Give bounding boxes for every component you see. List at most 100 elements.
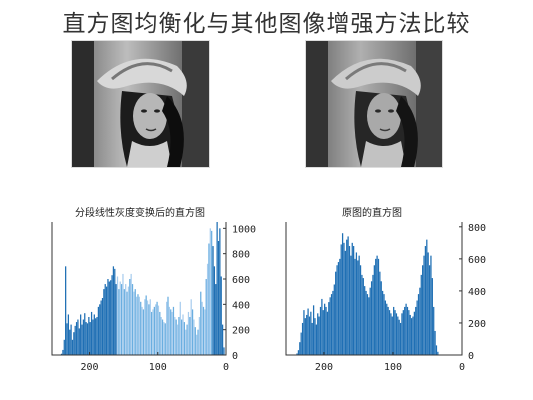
histogram-bar bbox=[324, 303, 326, 355]
histogram-bar bbox=[191, 309, 194, 355]
histogram-bar bbox=[75, 322, 78, 355]
histogram-bar bbox=[368, 297, 370, 355]
histogram-bar bbox=[96, 317, 98, 355]
histogram-bar bbox=[332, 290, 334, 355]
histogram-bar bbox=[167, 296, 169, 355]
histogram-bar bbox=[308, 316, 311, 355]
histogram-bar bbox=[428, 265, 431, 355]
histogram-bar bbox=[90, 311, 93, 355]
histogram-bar bbox=[344, 250, 346, 355]
histogram-bar bbox=[185, 329, 187, 355]
histogram-bar bbox=[355, 252, 358, 355]
histogram-bar bbox=[215, 284, 217, 355]
portrait-image bbox=[306, 41, 442, 167]
page-title: 直方图均衡化与其他图像增强方法比较 bbox=[62, 11, 471, 37]
histogram-bar bbox=[304, 318, 306, 355]
x-tick-label: 0 bbox=[459, 362, 465, 373]
histogram-bar bbox=[328, 302, 330, 355]
histogram-bar bbox=[183, 322, 186, 355]
histogram-bar bbox=[202, 306, 205, 355]
histogram-bar bbox=[376, 255, 378, 355]
histogram-bar bbox=[166, 301, 168, 355]
histogram-bar bbox=[110, 280, 112, 355]
histogram-bar bbox=[178, 317, 180, 355]
histogram-bar bbox=[198, 317, 201, 355]
histogram-bar bbox=[321, 298, 323, 355]
histogram-bar bbox=[387, 306, 389, 355]
histogram-bar bbox=[212, 246, 214, 355]
histogram-bar bbox=[89, 322, 91, 355]
histogram-bar bbox=[314, 318, 316, 355]
histogram-bar bbox=[205, 279, 207, 355]
histogram-bar bbox=[351, 242, 353, 355]
histogram-bar bbox=[194, 327, 196, 355]
y-tick-label: 0 bbox=[468, 351, 474, 362]
histogram-bar bbox=[219, 228, 221, 355]
histogram-bar bbox=[296, 353, 298, 355]
histogram-bar bbox=[151, 311, 153, 355]
histogram-bar bbox=[114, 268, 116, 355]
histogram-bar bbox=[129, 279, 131, 355]
histogram-bar bbox=[386, 303, 388, 355]
histogram-bar bbox=[70, 324, 72, 355]
histogram-bar bbox=[168, 306, 170, 355]
histogram-bar bbox=[223, 347, 225, 355]
histogram-bar bbox=[161, 319, 164, 355]
histogram-bar bbox=[63, 339, 65, 355]
histogram-bar bbox=[346, 239, 348, 355]
histogram-bar bbox=[85, 322, 87, 355]
histogram-bar bbox=[388, 310, 391, 355]
histogram-bar bbox=[80, 314, 82, 355]
histogram-bar bbox=[65, 266, 67, 355]
histogram-bar bbox=[171, 311, 173, 355]
histogram-bar bbox=[216, 222, 218, 355]
y-tick-label: 800 bbox=[468, 223, 486, 234]
histogram-bar bbox=[364, 286, 366, 355]
histogram-bar bbox=[187, 311, 190, 355]
histogram-bar bbox=[77, 319, 79, 355]
histogram-bar bbox=[152, 309, 154, 355]
histogram-bar bbox=[122, 273, 124, 355]
y-tick-label: 0 bbox=[232, 351, 238, 362]
histogram-bar bbox=[350, 255, 352, 355]
histogram-bar bbox=[130, 273, 132, 355]
histogram-bar bbox=[133, 291, 135, 355]
histogram-bar bbox=[369, 287, 371, 355]
histogram-bar bbox=[419, 287, 421, 355]
histogram-bar bbox=[380, 281, 382, 355]
histogram-bar bbox=[317, 313, 319, 355]
histogram-bar bbox=[405, 303, 407, 355]
histogram-bar bbox=[420, 274, 422, 355]
histogram-bar bbox=[377, 258, 380, 355]
histogram-bar bbox=[119, 281, 121, 355]
histogram-bar bbox=[434, 330, 436, 355]
histogram-bar bbox=[92, 319, 94, 355]
histogram-bar bbox=[384, 300, 387, 355]
histogram-bar bbox=[186, 324, 188, 355]
histogram-bar bbox=[383, 294, 385, 355]
x-tick-label: 200 bbox=[315, 362, 333, 373]
histogram-bar bbox=[141, 306, 143, 355]
histogram-bar bbox=[217, 241, 220, 355]
histogram-bar bbox=[406, 306, 409, 355]
histogram-bar bbox=[126, 291, 128, 355]
histogram-bar bbox=[412, 316, 414, 355]
histogram-bar bbox=[125, 284, 127, 355]
y-tick-label: 600 bbox=[232, 275, 250, 286]
histogram-bar bbox=[312, 305, 315, 355]
histogram-bar bbox=[401, 313, 403, 355]
y-tick-label: 600 bbox=[468, 255, 486, 266]
histogram-bar bbox=[84, 313, 86, 355]
histogram-bar bbox=[335, 271, 337, 355]
axis-frame bbox=[51, 222, 227, 356]
histogram-bar bbox=[145, 295, 147, 355]
histogram-bar bbox=[81, 324, 83, 355]
histogram-bar bbox=[156, 301, 158, 355]
x-tick-label: 0 bbox=[223, 362, 229, 373]
histogram-bar bbox=[163, 322, 165, 355]
histogram-bar bbox=[67, 314, 70, 355]
histogram-bar bbox=[297, 350, 300, 355]
histogram-bar bbox=[204, 309, 206, 355]
